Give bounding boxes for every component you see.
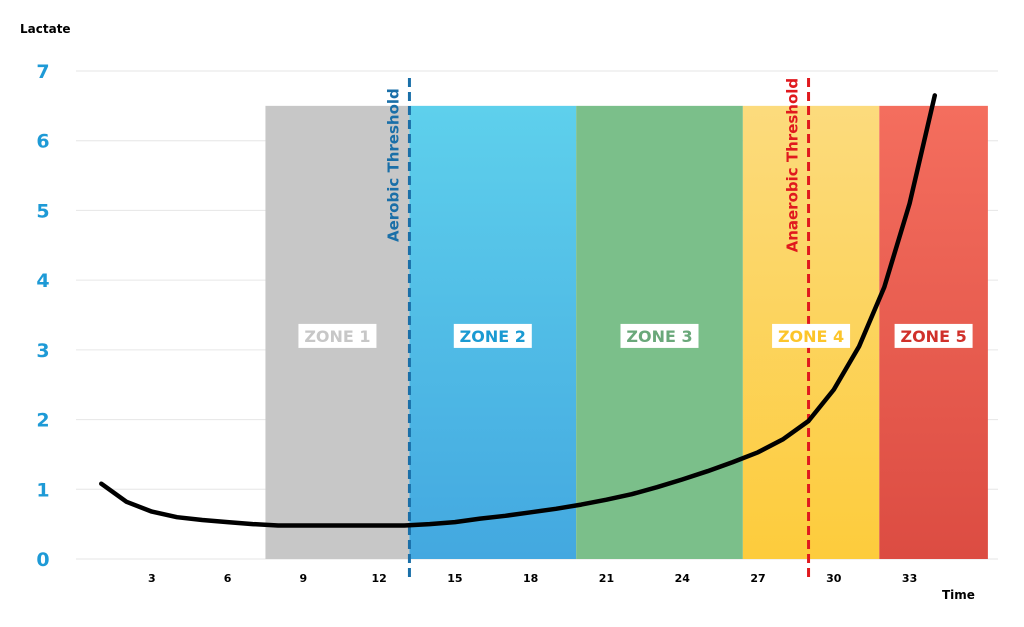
zone-labels: ZONE 1 ZONE 2 ZONE 3 ZONE 4 ZONE 5 (298, 323, 973, 348)
y-axis-label: Lactate (20, 22, 71, 36)
x-tick-label: 33 (902, 572, 917, 585)
x-tick-label: 6 (224, 572, 232, 585)
y-tick-label: 2 (36, 410, 49, 432)
zone-label-box (894, 323, 973, 348)
y-tick-label: 7 (36, 61, 49, 83)
y-tick-label: 4 (36, 270, 49, 292)
x-tick-label: 21 (599, 572, 614, 585)
zone-label-box (453, 323, 532, 348)
zone-label: ZONE 2 (460, 327, 526, 346)
x-tick-label: 15 (447, 572, 462, 585)
x-axis-label: Time (942, 588, 975, 602)
zone-label: ZONE 5 (900, 327, 966, 346)
zone-label: ZONE 3 (626, 327, 692, 346)
y-tick-label: 1 (36, 479, 49, 501)
x-tick-label: 30 (826, 572, 842, 585)
y-tick-label: 3 (36, 340, 49, 362)
y-tick-labels: 0 1 2 3 4 5 6 7 (36, 61, 49, 571)
zone-label: ZONE 1 (304, 327, 370, 346)
y-tick-label: 0 (36, 549, 49, 571)
x-tick-label: 3 (148, 572, 156, 585)
y-tick-label: 5 (36, 200, 49, 222)
zone-label-box (620, 323, 699, 348)
threshold-label: Anaerobic Threshold (784, 78, 802, 253)
y-tick-label: 6 (36, 131, 49, 153)
x-tick-labels: 3 6 9 12 15 18 21 24 27 30 33 (148, 572, 917, 585)
zone-label-box (772, 323, 851, 348)
zone-label: ZONE 4 (778, 327, 844, 346)
x-tick-label: 24 (675, 572, 691, 585)
x-tick-label: 9 (300, 572, 308, 585)
threshold-label: Aerobic Threshold (384, 88, 402, 242)
x-tick-label: 18 (523, 572, 538, 585)
thresholds: Aerobic Threshold Anaerobic Threshold (384, 78, 811, 578)
x-tick-label: 12 (371, 572, 386, 585)
lactate-curve (99, 93, 938, 528)
zone-label-box (298, 323, 377, 348)
x-tick-label: 27 (750, 572, 765, 585)
